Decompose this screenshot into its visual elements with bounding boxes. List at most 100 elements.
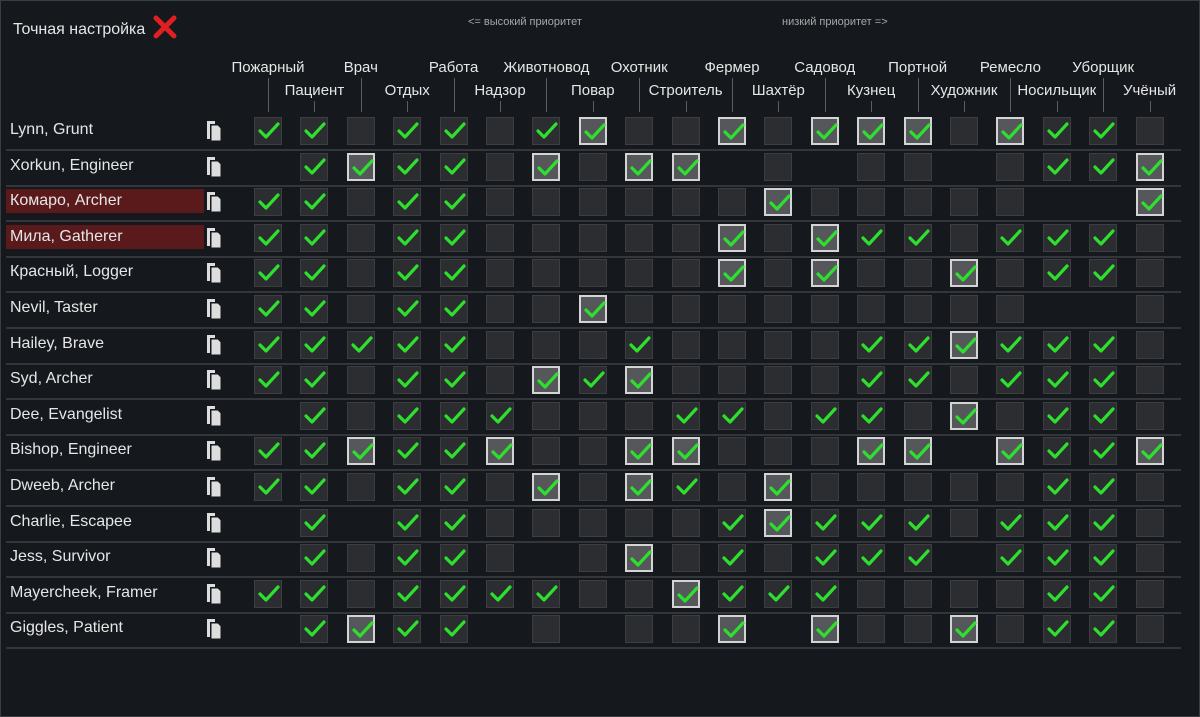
work-checkbox[interactable]: [718, 615, 746, 644]
work-checkbox[interactable]: [671, 508, 700, 537]
work-checkbox[interactable]: [439, 117, 468, 145]
work-checkbox[interactable]: [393, 259, 422, 288]
work-checkbox[interactable]: [764, 259, 793, 288]
work-checkbox[interactable]: [393, 330, 422, 359]
work-checkbox[interactable]: [300, 401, 329, 430]
work-checkbox[interactable]: [578, 579, 607, 608]
work-checkbox[interactable]: [346, 366, 375, 395]
work-checkbox[interactable]: [671, 579, 700, 608]
work-checkbox[interactable]: [254, 295, 282, 323]
work-checkbox[interactable]: [486, 330, 514, 359]
pawn-name[interactable]: Jess, Survivor: [10, 548, 111, 566]
red-x-icon[interactable]: [152, 14, 178, 40]
work-checkbox[interactable]: [1042, 508, 1071, 537]
column-header[interactable]: Фермер: [704, 59, 760, 76]
work-checkbox[interactable]: [486, 437, 514, 466]
work-checkbox[interactable]: [625, 544, 654, 573]
column-header[interactable]: Охотник: [610, 59, 668, 76]
work-checkbox[interactable]: [346, 401, 375, 430]
work-checkbox[interactable]: [1089, 330, 1118, 359]
copy-icon[interactable]: [206, 476, 222, 498]
work-checkbox[interactable]: [578, 152, 607, 181]
work-checkbox[interactable]: [578, 473, 607, 501]
column-header[interactable]: Работа: [428, 59, 479, 76]
work-checkbox[interactable]: [439, 366, 468, 395]
work-checkbox[interactable]: [532, 188, 561, 217]
work-checkbox[interactable]: [671, 437, 700, 466]
work-checkbox[interactable]: [346, 615, 375, 644]
work-checkbox[interactable]: [254, 579, 282, 608]
work-checkbox[interactable]: [857, 295, 886, 323]
work-checkbox[interactable]: [718, 544, 746, 573]
work-checkbox[interactable]: [1042, 437, 1071, 466]
work-checkbox[interactable]: [300, 437, 329, 466]
work-checkbox[interactable]: [950, 579, 978, 608]
work-checkbox[interactable]: [578, 401, 607, 430]
work-checkbox[interactable]: [857, 544, 886, 573]
work-checkbox[interactable]: [1135, 544, 1164, 573]
work-checkbox[interactable]: [532, 473, 561, 501]
work-checkbox[interactable]: [718, 188, 746, 217]
work-checkbox[interactable]: [1042, 579, 1071, 608]
copy-icon[interactable]: [206, 227, 222, 249]
work-checkbox[interactable]: [486, 473, 514, 501]
work-checkbox[interactable]: [1042, 259, 1071, 288]
work-checkbox[interactable]: [950, 330, 978, 359]
work-checkbox[interactable]: [764, 579, 793, 608]
work-checkbox[interactable]: [300, 188, 329, 217]
column-header[interactable]: Повар: [570, 82, 615, 99]
column-header[interactable]: Кузнец: [847, 82, 896, 99]
work-checkbox[interactable]: [718, 223, 746, 252]
pawn-name[interactable]: Dweeb, Archer: [10, 477, 115, 494]
work-checkbox[interactable]: [857, 117, 886, 145]
copy-icon[interactable]: [206, 547, 222, 569]
column-header[interactable]: Надзор: [474, 82, 526, 99]
work-checkbox[interactable]: [996, 188, 1025, 217]
work-checkbox[interactable]: [764, 508, 793, 537]
work-checkbox[interactable]: [764, 117, 793, 145]
work-checkbox[interactable]: [254, 473, 282, 501]
work-checkbox[interactable]: [254, 366, 282, 395]
work-checkbox[interactable]: [300, 295, 329, 323]
work-checkbox[interactable]: [486, 401, 514, 430]
work-checkbox[interactable]: [486, 223, 514, 252]
work-checkbox[interactable]: [393, 223, 422, 252]
work-checkbox[interactable]: [1089, 401, 1118, 430]
work-checkbox[interactable]: [1135, 437, 1164, 466]
work-checkbox[interactable]: [300, 579, 329, 608]
work-checkbox[interactable]: [671, 117, 700, 145]
copy-icon[interactable]: [206, 440, 222, 462]
column-header[interactable]: Портной: [888, 59, 948, 76]
work-checkbox[interactable]: [393, 473, 422, 501]
work-checkbox[interactable]: [903, 473, 932, 501]
work-checkbox[interactable]: [764, 366, 793, 395]
work-checkbox[interactable]: [764, 223, 793, 252]
work-checkbox[interactable]: [439, 330, 468, 359]
copy-icon[interactable]: [206, 191, 222, 213]
work-checkbox[interactable]: [300, 330, 329, 359]
work-checkbox[interactable]: [950, 259, 978, 288]
work-checkbox[interactable]: [671, 295, 700, 323]
work-checkbox[interactable]: [578, 508, 607, 537]
copy-icon[interactable]: [206, 512, 222, 534]
work-checkbox[interactable]: [532, 366, 561, 395]
work-checkbox[interactable]: [578, 259, 607, 288]
work-checkbox[interactable]: [903, 259, 932, 288]
work-checkbox[interactable]: [950, 295, 978, 323]
copy-icon[interactable]: [206, 120, 222, 142]
work-checkbox[interactable]: [625, 259, 654, 288]
work-checkbox[interactable]: [254, 330, 282, 359]
work-checkbox[interactable]: [950, 188, 978, 217]
pawn-name[interactable]: Charlie, Escapee: [10, 512, 132, 530]
work-checkbox[interactable]: [439, 188, 468, 217]
work-checkbox[interactable]: [996, 295, 1025, 323]
work-checkbox[interactable]: [532, 437, 561, 466]
work-checkbox[interactable]: [1135, 401, 1164, 430]
work-checkbox[interactable]: [718, 295, 746, 323]
work-checkbox[interactable]: [810, 437, 839, 466]
work-checkbox[interactable]: [393, 437, 422, 466]
work-checkbox[interactable]: [1089, 544, 1118, 573]
work-checkbox[interactable]: [903, 437, 932, 466]
work-checkbox[interactable]: [578, 188, 607, 217]
work-checkbox[interactable]: [764, 473, 793, 501]
